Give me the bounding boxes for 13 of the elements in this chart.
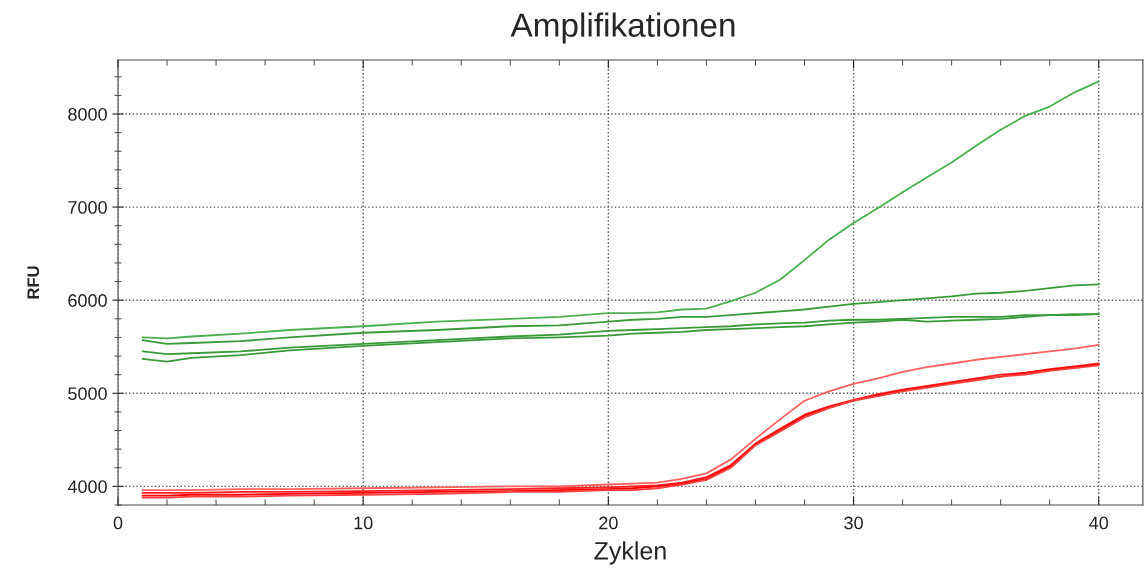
y-tick-label: 7000 [68, 201, 107, 214]
y-tick-label: 6000 [68, 294, 107, 307]
y-tick-label: 5000 [68, 387, 107, 400]
x-tick-label: 10 [354, 516, 373, 530]
x-tick-label: 30 [844, 516, 863, 530]
chart-title: Amplifikationen [510, 12, 735, 44]
y-axis-title: RFU [27, 266, 40, 299]
x-tick-label: 0 [113, 516, 123, 530]
y-tick-label: 8000 [68, 107, 107, 121]
x-axis-title: Zyklen [594, 541, 666, 565]
y-tick-label: 4000 [67, 480, 107, 494]
x-tick-label: 20 [599, 516, 618, 530]
x-tick-label: 40 [1089, 516, 1109, 530]
